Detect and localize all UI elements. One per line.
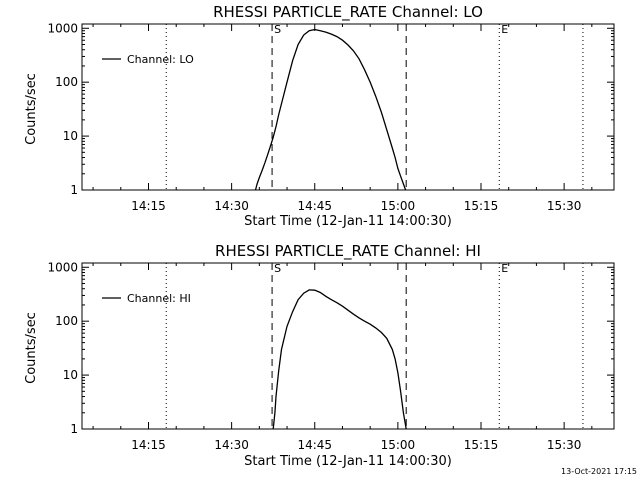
y-tick-label: 1000 <box>47 21 78 35</box>
x-tick-label: 14:30 <box>214 199 249 213</box>
chart-panel-hi: RHESSI PARTICLE_RATE Channel: HI Start T… <box>24 242 615 469</box>
plot-frame <box>81 23 615 191</box>
y-axis-label: Counts/sec <box>24 312 39 384</box>
x-tick-label: 15:30 <box>547 199 582 213</box>
plot-frame <box>81 262 615 430</box>
y-tick-label: 100 <box>55 75 78 89</box>
x-tick-label: 14:30 <box>214 438 249 452</box>
chart-title: RHESSI PARTICLE_RATE Channel: HI <box>215 242 481 261</box>
x-tick-label: 14:45 <box>297 199 332 213</box>
y-tick-label: 1 <box>70 422 78 436</box>
marker-label: S <box>274 23 281 36</box>
x-axis-label: Start Time (12-Jan-11 14:00:30) <box>244 454 452 469</box>
marker-label: E <box>501 23 508 36</box>
chart-panel-lo: RHESSI PARTICLE_RATE Channel: LO Start T… <box>24 3 615 229</box>
x-tick-label: 15:00 <box>381 199 416 213</box>
y-tick-label: 100 <box>55 314 78 328</box>
timestamp: 13-Oct-2021 17:15 <box>561 467 637 476</box>
x-tick-label: 14:15 <box>131 438 166 452</box>
legend-label: Channel: LO <box>127 53 194 66</box>
chart-title: RHESSI PARTICLE_RATE Channel: LO <box>213 3 483 22</box>
y-axis-label: Counts/sec <box>24 73 39 145</box>
marker-label: E <box>501 262 508 275</box>
x-tick-label: 15:15 <box>464 438 499 452</box>
x-tick-label: 15:00 <box>381 438 416 452</box>
y-tick-label: 10 <box>63 368 78 382</box>
x-axis-label: Start Time (12-Jan-11 14:00:30) <box>244 214 452 229</box>
x-tick-label: 15:30 <box>547 438 582 452</box>
legend-label: Channel: HI <box>127 292 191 305</box>
series-line <box>254 28 407 191</box>
marker-label: S <box>274 262 281 275</box>
series-line <box>272 289 407 430</box>
y-tick-label: 1000 <box>47 260 78 274</box>
x-tick-label: 14:45 <box>297 438 332 452</box>
y-tick-label: 1 <box>70 183 78 197</box>
x-tick-label: 14:15 <box>131 199 166 213</box>
y-tick-label: 10 <box>63 129 78 143</box>
x-tick-label: 15:15 <box>464 199 499 213</box>
